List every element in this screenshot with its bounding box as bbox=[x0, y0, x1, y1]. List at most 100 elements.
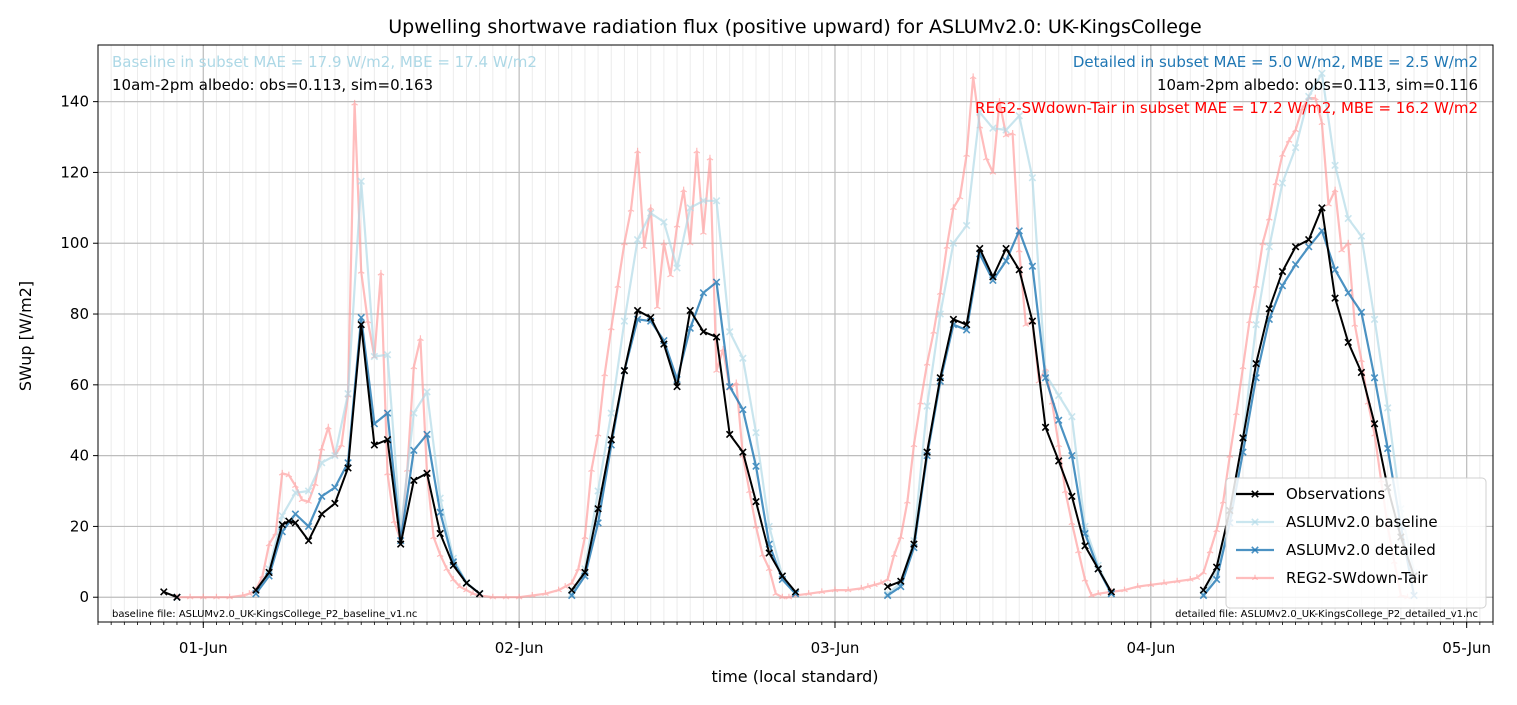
data-point-marker bbox=[568, 586, 576, 594]
data-point-marker bbox=[1370, 420, 1379, 428]
data-point-marker bbox=[463, 586, 470, 593]
data-point-marker bbox=[1160, 579, 1168, 586]
data-point-marker bbox=[1028, 317, 1037, 325]
data-point-marker bbox=[1331, 186, 1339, 193]
legend-label: ASLUMv2.0 detailed bbox=[1286, 541, 1436, 559]
legend-marker bbox=[1251, 518, 1259, 526]
data-point-marker bbox=[568, 579, 576, 586]
data-point-marker bbox=[1252, 282, 1260, 288]
data-point-marker bbox=[963, 151, 970, 158]
data-point-marker bbox=[1054, 416, 1063, 424]
data-point-marker bbox=[160, 588, 168, 596]
data-point-marker bbox=[1107, 588, 1116, 596]
data-point-marker bbox=[213, 593, 220, 600]
data-point-marker bbox=[739, 354, 747, 363]
data-point-marker bbox=[620, 366, 629, 375]
y-tick-label: 120 bbox=[60, 163, 89, 181]
data-point-marker bbox=[246, 590, 253, 596]
legend-marker bbox=[1251, 574, 1259, 581]
data-point-marker bbox=[686, 239, 694, 246]
data-point-marker bbox=[291, 510, 300, 518]
x-tick-label: 05-Jun bbox=[1442, 639, 1491, 657]
data-point-marker bbox=[923, 448, 931, 456]
legend-label: REG2-SWdown-Tair bbox=[1286, 569, 1428, 587]
data-point-marker bbox=[542, 590, 549, 596]
data-point-marker bbox=[383, 409, 392, 417]
data-point-marker bbox=[377, 269, 385, 276]
data-point-marker bbox=[502, 593, 510, 600]
data-point-marker bbox=[1054, 391, 1063, 400]
data-point-marker bbox=[1233, 409, 1240, 416]
data-point-marker bbox=[785, 593, 793, 600]
data-point-marker bbox=[317, 458, 326, 467]
data-point-marker bbox=[680, 186, 687, 193]
data-point-marker bbox=[410, 446, 418, 455]
data-point-marker bbox=[1068, 451, 1076, 460]
data-point-marker bbox=[1055, 441, 1063, 448]
data-point-marker bbox=[640, 243, 648, 250]
data-point-marker bbox=[1291, 260, 1300, 269]
data-point-marker bbox=[1344, 338, 1353, 347]
data-point-marker bbox=[883, 582, 892, 591]
data-point-marker bbox=[725, 327, 734, 336]
data-point-marker bbox=[673, 264, 681, 272]
data-point-marker bbox=[1383, 444, 1392, 453]
data-point-marker bbox=[1206, 547, 1214, 554]
data-point-marker bbox=[364, 317, 372, 324]
data-point-marker bbox=[831, 586, 839, 593]
y-tick-label: 20 bbox=[70, 517, 89, 535]
series-line bbox=[886, 111, 1113, 595]
data-point-marker bbox=[712, 196, 721, 205]
data-point-marker bbox=[752, 497, 760, 506]
data-point-marker bbox=[239, 591, 247, 598]
data-point-marker bbox=[607, 409, 616, 417]
data-point-marker bbox=[1265, 243, 1274, 251]
data-point-marker bbox=[1094, 590, 1102, 596]
data-point-marker bbox=[423, 469, 431, 478]
data-point-marker bbox=[1015, 266, 1023, 274]
data-point-marker bbox=[1028, 262, 1037, 271]
data-point-marker bbox=[1344, 289, 1353, 297]
data-point-marker bbox=[304, 487, 313, 495]
data-point-marker bbox=[423, 388, 431, 396]
data-point-marker bbox=[739, 448, 747, 456]
data-point-marker bbox=[384, 469, 391, 476]
data-point-marker bbox=[370, 352, 379, 361]
data-point-marker bbox=[383, 435, 392, 444]
data-point-marker bbox=[633, 306, 642, 315]
data-point-marker bbox=[646, 209, 655, 217]
data-point-marker bbox=[712, 278, 721, 286]
data-point-marker bbox=[904, 498, 911, 504]
data-point-marker bbox=[1383, 404, 1392, 412]
data-point-marker bbox=[291, 489, 300, 497]
data-point-marker bbox=[338, 441, 345, 448]
data-point-marker bbox=[1068, 412, 1076, 421]
series-observations bbox=[160, 204, 1418, 601]
data-point-marker bbox=[1239, 434, 1247, 442]
data-point-marker bbox=[897, 577, 905, 586]
data-point-marker bbox=[357, 313, 365, 322]
data-point-marker bbox=[449, 576, 457, 582]
data-point-marker bbox=[285, 517, 293, 525]
legend-label: Observations bbox=[1286, 485, 1385, 503]
legend-box bbox=[1225, 477, 1487, 609]
data-point-marker bbox=[1200, 568, 1207, 575]
data-point-marker bbox=[673, 222, 681, 228]
data-point-marker bbox=[962, 221, 971, 230]
detailed-albedo-annotation: 10am-2pm albedo: obs=0.113, sim=0.116 bbox=[1157, 76, 1478, 94]
data-point-marker bbox=[673, 382, 681, 391]
y-tick-label: 140 bbox=[60, 93, 89, 111]
y-tick-label: 80 bbox=[70, 305, 89, 323]
data-point-marker bbox=[318, 445, 326, 451]
series-layer bbox=[160, 69, 1418, 601]
data-point-marker bbox=[653, 303, 661, 310]
data-point-marker bbox=[436, 551, 444, 558]
data-point-marker bbox=[1278, 267, 1287, 276]
data-point-marker bbox=[410, 409, 418, 417]
data-point-marker bbox=[772, 590, 780, 596]
data-point-marker bbox=[996, 98, 1003, 104]
data-point-marker bbox=[1358, 356, 1365, 363]
data-point-marker bbox=[1331, 294, 1339, 302]
data-point-marker bbox=[923, 360, 931, 366]
data-point-marker bbox=[1199, 586, 1208, 594]
